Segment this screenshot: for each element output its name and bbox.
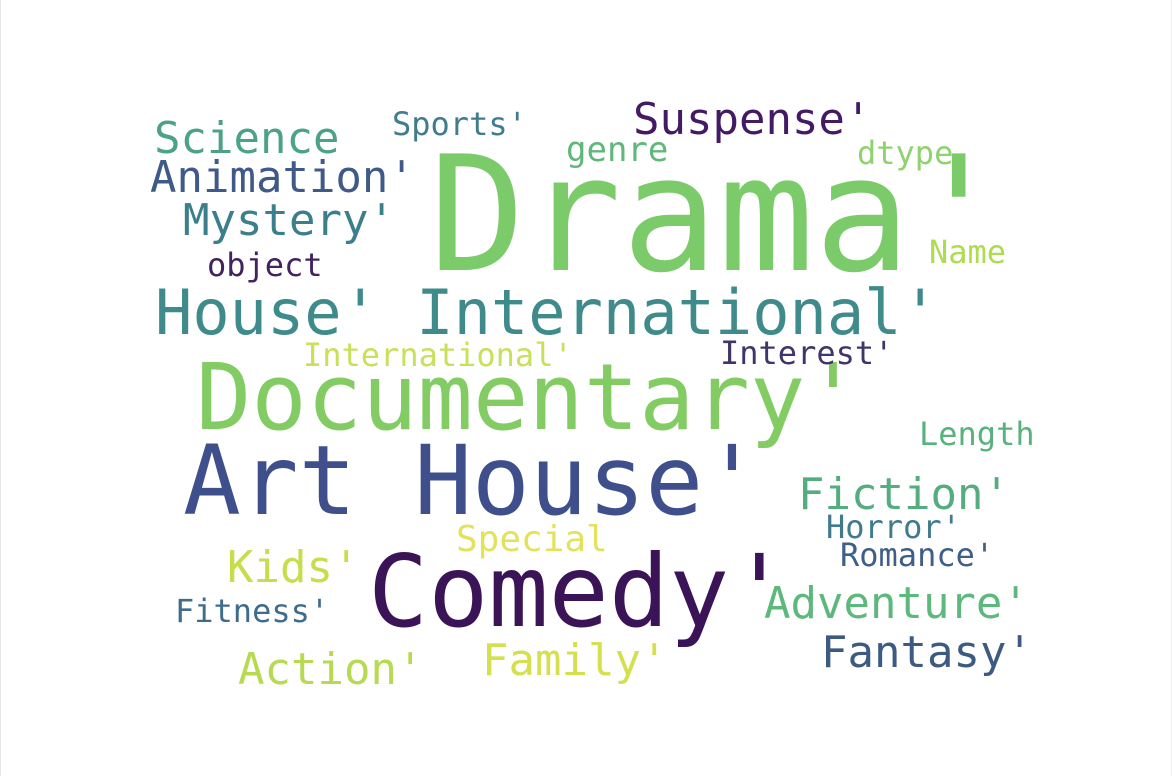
word-mystery: Mystery' <box>183 195 395 246</box>
word-special: Special <box>456 519 608 560</box>
word-adventure: Adventure' <box>764 578 1029 629</box>
word-name: Name <box>929 233 1007 271</box>
word-drama: Drama' <box>429 121 1007 308</box>
word-kids: Kids' <box>227 542 360 593</box>
word-interest: Interest' <box>720 334 894 372</box>
word-action: Action' <box>238 644 424 695</box>
word-horror: Horror' <box>826 508 961 546</box>
word-romance: Romance' <box>840 536 995 574</box>
word-documentary: Documentary' <box>196 344 861 451</box>
word-animation: Animation' <box>150 152 415 203</box>
word-fantasy: Fantasy' <box>821 627 1033 678</box>
word-sports: Sports' <box>392 105 527 143</box>
word-family: Family' <box>482 635 668 686</box>
word-art-house: Art House' <box>183 425 761 537</box>
word-comedy: Comedy' <box>368 533 790 650</box>
word-suspense: Suspense' <box>633 94 872 145</box>
word-length: Length <box>919 415 1035 453</box>
word-science: Science <box>154 113 340 164</box>
word-fitness: Fitness' <box>175 592 330 630</box>
word-object: object <box>207 246 323 284</box>
word-house-international: House' International' <box>155 276 939 349</box>
word-fiction: Fiction' <box>798 469 1010 520</box>
word-dtype: dtype <box>857 134 954 172</box>
word-genre: genre <box>566 130 669 170</box>
word-international: International' <box>303 336 573 374</box>
